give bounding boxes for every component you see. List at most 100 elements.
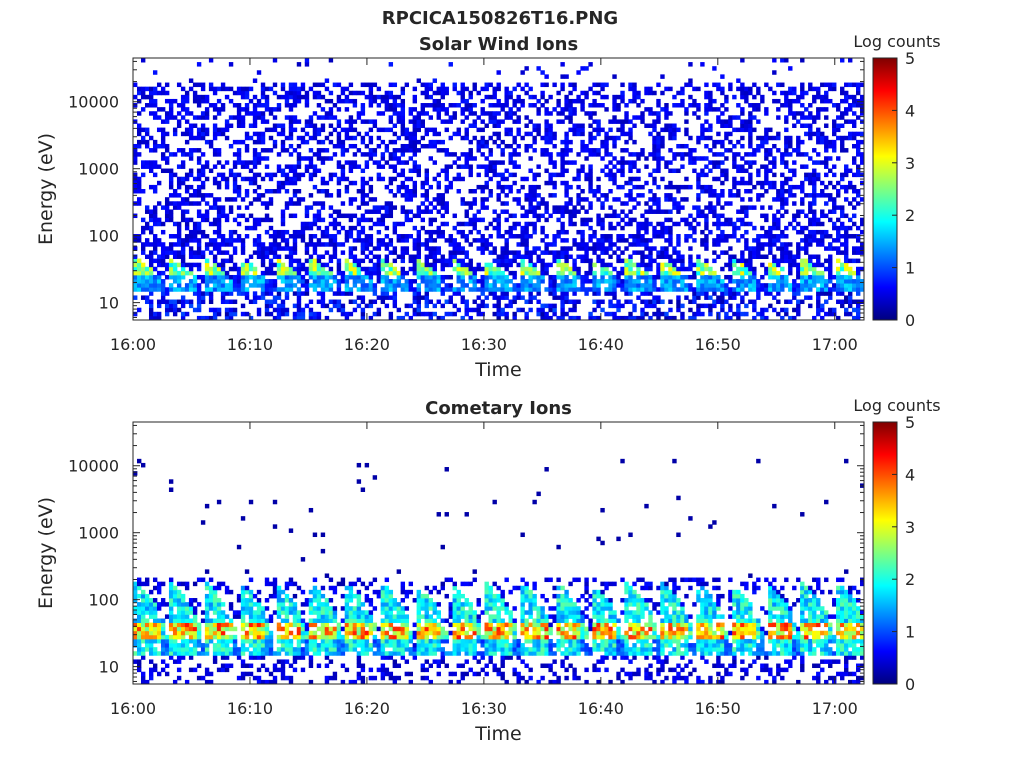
spectrogram-cell [704, 156, 709, 161]
spectrogram-cell [416, 172, 421, 178]
spectrogram-cell [272, 58, 278, 63]
spectrogram-cell [564, 299, 569, 305]
spectrogram-cell [788, 287, 793, 292]
spectrogram-cell [396, 135, 402, 141]
spectrogram-cell [380, 111, 386, 116]
spectrogram-cell [784, 246, 789, 251]
spectrogram-cell [640, 311, 645, 317]
spectrogram-cell [780, 266, 785, 272]
spectrogram-cell [316, 209, 322, 214]
spectrogram-cell [260, 217, 266, 223]
spectrogram-cell [808, 123, 813, 128]
spectrogram-cell [760, 180, 765, 186]
spectrogram-cell [600, 86, 605, 92]
spectrogram-cell [788, 299, 793, 305]
spectrogram-cell [812, 94, 817, 100]
spectrogram-cell [544, 246, 549, 251]
spectrogram-cell [772, 242, 777, 247]
spectrogram-cell [456, 156, 461, 161]
spectrogram-cell [296, 152, 302, 157]
spectrogram-cell [720, 119, 725, 124]
spectrogram-cell [396, 160, 402, 165]
spectrogram-cell [564, 201, 569, 206]
spectrogram-cell [624, 119, 629, 124]
spectrogram-cell [736, 217, 741, 223]
spectrogram-cell [668, 315, 673, 321]
spectrogram-cell [264, 201, 270, 206]
spectrogram-cell [608, 152, 613, 157]
spectrogram-cell [328, 98, 334, 104]
spectrogram-cell [668, 111, 673, 116]
spectrogram-cell [524, 315, 529, 321]
spectrogram-cell [576, 299, 581, 305]
spectrogram-cell [652, 303, 657, 309]
spectrogram-cell [668, 180, 673, 186]
spectrogram-cell [448, 135, 453, 141]
spectrogram-cell [356, 266, 362, 272]
spectrogram-cell [400, 103, 406, 108]
spectrogram-cell [608, 270, 613, 276]
spectrogram-cell [676, 221, 681, 227]
spectrogram-cell [500, 201, 505, 206]
spectrogram-cell [500, 254, 505, 259]
spectrogram-cell [740, 156, 745, 161]
spectrogram-cell [133, 189, 138, 194]
spectrogram-cell [668, 168, 673, 174]
spectrogram-cell [564, 250, 569, 255]
spectrogram-cell [780, 307, 785, 313]
spectrogram-cell [552, 164, 557, 169]
spectrogram-cell [200, 229, 206, 235]
spectrogram-cell [212, 103, 218, 108]
spectrogram-cell [472, 82, 477, 88]
spectrogram-cell [796, 274, 801, 280]
spectrogram-cell [152, 205, 158, 210]
spectrogram-cell [356, 234, 362, 239]
spectrogram-cell [436, 184, 441, 190]
spectrogram-cell [304, 58, 310, 63]
spectrogram-cell [556, 119, 561, 124]
spectrogram-cell [572, 291, 577, 296]
spectrogram-cell [484, 94, 489, 100]
spectrogram-cell [180, 201, 186, 206]
spectrogram-cell [796, 299, 801, 305]
spectrogram-cell [204, 217, 210, 223]
spectrogram-cell [672, 131, 677, 137]
spectrogram-cell [824, 156, 829, 161]
spectrogram-cell [372, 119, 378, 124]
spectrogram-cell [240, 270, 246, 276]
spectrogram-cell [432, 90, 437, 96]
spectrogram-cell [488, 189, 493, 194]
spectrogram-cell [140, 189, 146, 194]
spectrogram-cell [548, 156, 553, 161]
spectrogram-cell [388, 115, 394, 120]
spectrogram-cell [600, 221, 605, 227]
spectrogram-cell [760, 283, 765, 288]
spectrogram-cell [808, 209, 813, 214]
spectrogram-cell [168, 213, 174, 219]
spectrogram-cell [796, 250, 801, 255]
spectrogram-cell [452, 258, 457, 264]
spectrogram-cell [460, 107, 465, 112]
spectrogram-cell [280, 221, 286, 227]
spectrogram-cell [676, 209, 681, 214]
spectrogram-cell [304, 266, 310, 272]
spectrogram-cell [388, 266, 394, 272]
spectrogram-cell [496, 123, 501, 128]
spectrogram-cell [252, 274, 258, 280]
spectrogram-cell [488, 135, 493, 141]
spectrogram-cell [176, 299, 182, 305]
spectrogram-cell [216, 111, 222, 116]
spectrogram-cell [256, 242, 262, 247]
spectrogram-cell [468, 201, 473, 206]
spectrogram-cell [584, 221, 589, 227]
spectrogram-cell [288, 274, 294, 280]
spectrogram-cell [500, 176, 505, 182]
spectrogram-cell [256, 156, 262, 161]
spectrogram-cell [636, 176, 641, 182]
spectrogram-cell [464, 131, 469, 137]
spectrogram-cell [548, 213, 553, 219]
spectrogram-cell [636, 184, 641, 190]
spectrogram-cell [312, 250, 318, 255]
spectrogram-cell [156, 311, 162, 317]
spectrogram-cell [628, 274, 633, 280]
